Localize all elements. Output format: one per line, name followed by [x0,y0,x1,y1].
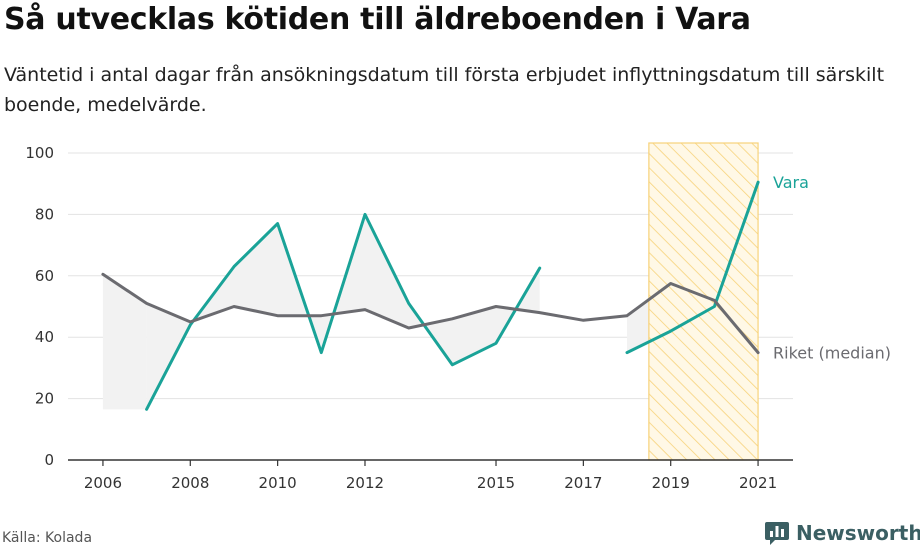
x-tick-label: 2021 [739,474,777,492]
x-tick-label: 2015 [477,474,515,492]
x-tick-label: 2008 [171,474,209,492]
x-tick-label: 2006 [84,474,122,492]
series-label-vara: Vara [773,173,809,192]
brand-name: Newsworthy [796,521,920,545]
series-labels: Vara Riket (median) [773,173,891,362]
bar-chart-speech-bubble-icon [765,522,789,545]
page-title: Så utvecklas kötiden till äldreboenden i… [4,2,751,37]
difference-area-segment [102,274,147,410]
series-line-riket [101,272,760,355]
x-tick-label: 2010 [259,474,297,492]
x-tick-label: 2012 [346,474,384,492]
axes: 0 20 40 60 80 100 2006 2008 2010 2012 2015 2017 2019… [25,144,793,492]
y-tick-label: 60 [35,267,54,285]
y-tick-label: 20 [35,390,54,408]
y-tick-label: 80 [35,205,54,223]
y-tick-label: 100 [25,144,54,162]
y-tick-label: 0 [44,451,54,469]
highlight-period [648,142,759,461]
source-note: Källa: Kolada [2,530,93,546]
series-line-vara [145,180,760,411]
x-tick-label: 2017 [564,474,602,492]
highlight-rect [648,142,759,461]
y-tick-label: 40 [35,328,54,346]
series-label-riket: Riket (median) [773,344,891,363]
x-tick-label: 2019 [652,474,690,492]
series-lines [101,180,760,411]
page-subtitle: Väntetid i antal dagar från ansökningsda… [4,64,885,116]
brand-logo: Newsworthy [764,520,920,546]
